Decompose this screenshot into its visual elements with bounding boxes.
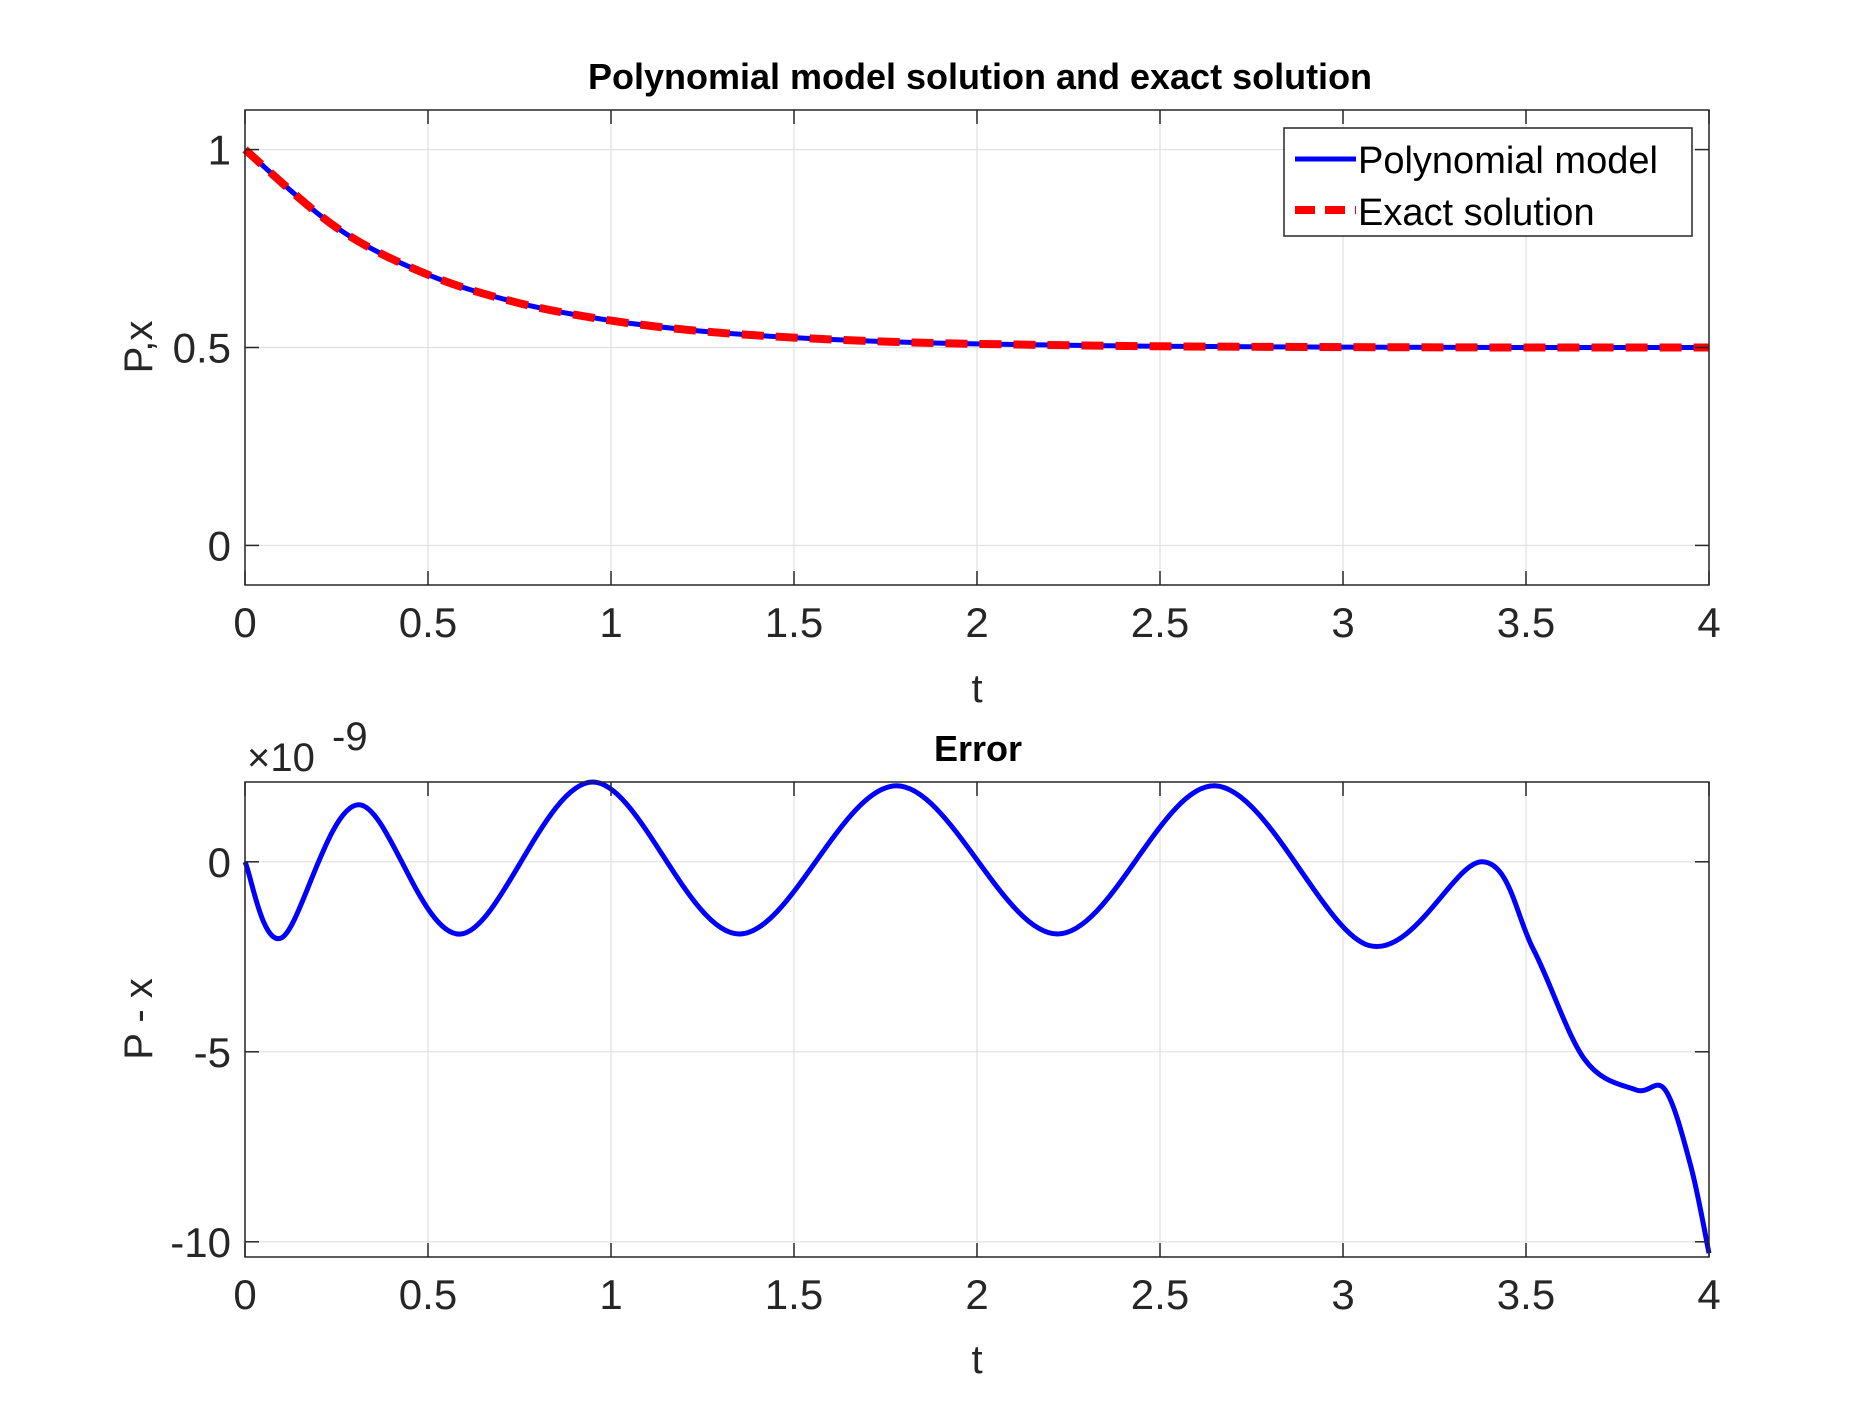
bottom-axes: Error ×10 -9 0 0.5 1 1.5 2 2.5 3 3.5 4 -10 -5 0 t P…: [117, 715, 1721, 1382]
y-multiplier-base: ×10: [247, 736, 315, 780]
top-chart-title: Polynomial model solution and exact solu…: [588, 56, 1372, 97]
top-lines: [242, 146, 1710, 352]
top-ylabel: P,x: [117, 321, 161, 374]
bottom-ytick-label: 0: [208, 839, 231, 886]
legend-label-exact: Exact solution: [1358, 192, 1595, 234]
bottom-ticks: 0 0.5 1 1.5 2 2.5 3 3.5 4 -10 -5 0: [170, 782, 1721, 1318]
bottom-xtick-label: 0: [233, 1271, 256, 1318]
y-multiplier-exponent: -9: [332, 715, 368, 759]
top-xtick-label: 1.5: [765, 599, 823, 646]
bottom-xtick-label: 2: [965, 1271, 988, 1318]
y-exponent-label: ×10 -9: [247, 715, 368, 780]
legend-box: [1283, 127, 1693, 237]
top-xtick-label: 0: [233, 599, 256, 646]
bottom-chart-title: Error: [934, 728, 1022, 769]
legend-label-polynomial: Polynomial model: [1358, 140, 1658, 182]
top-axes: Polynomial model solution and exact solu…: [117, 56, 1721, 711]
top-xtick-label: 4: [1697, 599, 1720, 646]
top-xtick-label: 2.5: [1131, 599, 1189, 646]
bottom-ylabel: P - x: [117, 978, 161, 1060]
bottom-ytick-label: -5: [194, 1029, 231, 1076]
top-xtick-label: 1: [599, 599, 622, 646]
bottom-xtick-label: 4: [1697, 1271, 1720, 1318]
bottom-xtick-label: 2.5: [1131, 1271, 1189, 1318]
legend: Polynomial model Exact solution: [1283, 127, 1693, 237]
top-ytick-label: 1: [208, 127, 231, 174]
top-xlabel: t: [971, 667, 982, 711]
bottom-xtick-label: 0.5: [399, 1271, 457, 1318]
bottom-xtick-label: 1: [599, 1271, 622, 1318]
top-xtick-label: 3: [1331, 599, 1354, 646]
top-xtick-label: 0.5: [399, 599, 457, 646]
top-xtick-label: 2: [965, 599, 988, 646]
top-series-line-1: [242, 146, 1710, 352]
bottom-xtick-label: 3.5: [1497, 1271, 1555, 1318]
top-ytick-label: 0.5: [173, 325, 231, 372]
bottom-ytick-label: -10: [170, 1219, 231, 1266]
top-ytick-label: 0: [208, 522, 231, 569]
top-ticks: 0 0.5 1 1.5 2 2.5 3 3.5 4 0 0.5 1: [173, 110, 1721, 646]
top-xtick-label: 3.5: [1497, 599, 1555, 646]
bottom-xtick-label: 1.5: [765, 1271, 823, 1318]
bottom-xtick-label: 3: [1331, 1271, 1354, 1318]
bottom-lines: [242, 779, 1712, 1254]
bottom-xlabel: t: [971, 1338, 982, 1382]
bottom-series-line-0: [242, 779, 1712, 1254]
